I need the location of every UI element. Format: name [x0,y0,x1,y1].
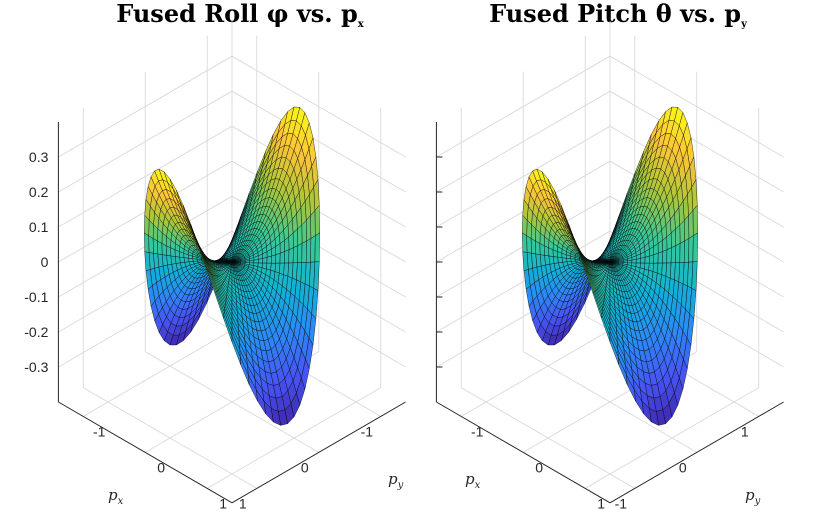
surface-patch [275,252,281,264]
y-axis-label: py [388,470,404,491]
surface-patch [675,243,681,263]
surface-patch [271,254,277,264]
y-axis-line [609,401,784,504]
surface-patch [679,240,685,263]
x-tick-label: 1 [741,423,749,439]
surface-patch [314,232,320,263]
z-tick-label: 0.3 [29,149,49,165]
chart-title: Fused Pitch θ vs. py [489,0,748,30]
chart-title-subscript: y [740,19,748,30]
surface-patch [692,204,698,237]
surface-patch [662,249,668,264]
chart-title-subscript: x [358,19,365,30]
surface-patch [631,259,637,264]
surface-patch [305,238,312,263]
y-tick-label: 1 [219,495,227,511]
surface-patch [144,232,150,253]
surface-patch [288,247,294,264]
surface-patch [279,251,285,264]
surface-patch [688,235,694,263]
z-tick-label: -0.1 [24,289,48,305]
y-tick-label: -1 [93,423,106,439]
x-tick-label: 0 [301,459,309,475]
x-tick-label: 1 [239,495,247,511]
surface-patch [262,257,268,264]
x-axis-label-text: p [108,486,118,504]
z-tick-label: -0.2 [24,324,48,340]
y-axis-label-text: p [745,486,755,504]
y-tick-label: 1 [597,495,605,511]
surface-patch [653,252,659,264]
surface-patch [292,245,299,264]
x-axis-label-subscript: x [475,480,481,491]
x-axis-line [58,401,233,504]
surface-patch [305,215,312,242]
surface-patch [301,240,307,263]
surface-mesh [144,106,320,426]
z-tick-label: -0.3 [24,359,48,375]
surface-patch [692,232,698,263]
z-tick-label: 0.1 [29,219,49,235]
chart-title-text: Fused Pitch θ vs. p [489,0,741,28]
y-axis-label-text: p [388,470,398,488]
surface-patch [249,259,255,264]
surface-patch [253,259,259,264]
y-axis-label-subscript: y [754,496,761,507]
chart-title-text: Fused Roll φ vs. p [116,0,358,28]
y-axis-label: py [745,486,761,507]
tick-labels: 0.3 0.2 0.1 0 -0.1 -0.2 -0.3 -1 0 1 -1 0 1 [24,149,373,511]
grid-line [584,387,760,489]
surface-patch [649,254,655,264]
surface-patch [644,255,650,264]
y-axis-line [231,401,406,504]
y-tick-label: 0 [157,459,165,475]
chart-panel-pitch: Fused Pitch θ vs. py 10-1-101 px py [435,0,784,511]
surface-patch [609,336,619,365]
surface-patch [627,259,633,264]
z-tick-label: 0.2 [29,184,49,200]
surface-patch [297,243,303,263]
z-tick-label: 0 [41,254,49,270]
x-tick-label: -1 [615,495,628,511]
surface-patch [683,215,690,242]
surface-patch [266,255,272,264]
surface-patch [314,204,320,237]
surface-mesh [522,106,698,426]
y-axis-label-subscript: y [397,480,404,491]
surface-patch [284,249,290,264]
axes [57,122,406,504]
x-tick-label: -1 [361,423,374,439]
x-axis-label-text: p [465,470,475,488]
surface-patch [310,235,316,263]
grid-line [206,387,382,489]
x-axis-line [436,401,611,504]
chart-panel-roll: Fused Roll φ vs. px 0.30.20.10-0.1-0.2-0… [24,0,406,511]
surface-patch [683,238,690,263]
surface-patch [657,251,663,264]
surface-patch [666,247,672,264]
surface-patch [522,232,528,253]
surface-patch [257,258,263,264]
y-tick-label: 0 [535,459,543,475]
chart-title: Fused Roll φ vs. px [116,0,365,30]
surface-patch [635,258,641,264]
surface-patch [688,209,694,239]
x-axis-label: px [108,486,124,507]
surface-patch [231,336,241,365]
surface-patch [310,209,316,239]
grid-line [82,387,258,489]
surface-patch [670,245,677,264]
x-axis-label-subscript: x [118,496,124,507]
tick-labels: 1 0 -1 -1 0 1 [436,156,749,511]
y-tick-label: -1 [471,423,484,439]
x-tick-label: 0 [679,459,687,475]
surface-patch [640,257,646,264]
x-axis-label: px [465,470,481,491]
